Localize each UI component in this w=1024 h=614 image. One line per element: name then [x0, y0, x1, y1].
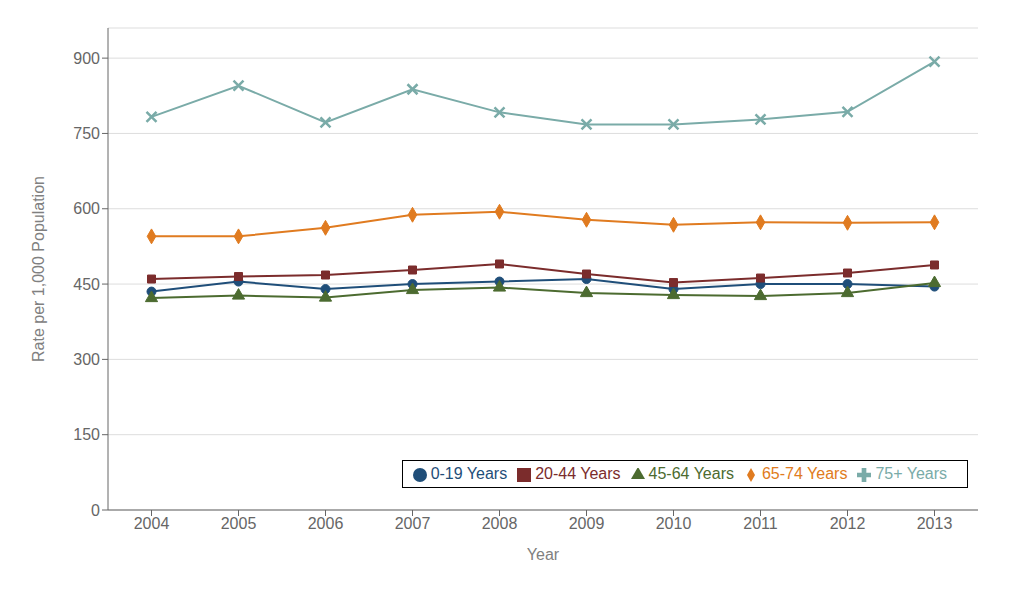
svg-text:2008: 2008: [482, 515, 518, 532]
html-text:0-19 Years: 0-19 Years: [430, 465, 508, 482]
svg-text:2012: 2012: [830, 515, 866, 532]
svg-text:Year: Year: [527, 546, 560, 563]
svg-text:2011: 2011: [743, 515, 778, 532]
html-text:45-64 Years: 45-64 Years: [648, 465, 734, 482]
svg-text:750: 750: [73, 125, 100, 142]
svg-text:2009: 2009: [569, 515, 605, 532]
svg-text:2006: 2006: [308, 515, 344, 532]
html-text:65-74 Years: 65-74 Years: [762, 465, 848, 482]
svg-text:0: 0: [91, 502, 100, 519]
svg-text:Rate per 1,000 Population: Rate per 1,000 Population: [30, 176, 47, 362]
svg-text:2005: 2005: [221, 515, 257, 532]
svg-text:2007: 2007: [395, 515, 431, 532]
html-text:20-44 Years: 20-44 Years: [535, 465, 621, 482]
svg-text:150: 150: [73, 426, 100, 443]
html-text:75+ Years: 75+ Years: [875, 465, 947, 482]
svg-text:450: 450: [73, 276, 100, 293]
svg-text:600: 600: [73, 200, 100, 217]
svg-text:2010: 2010: [656, 515, 692, 532]
svg-text:2013: 2013: [917, 515, 953, 532]
svg-text:300: 300: [73, 351, 100, 368]
svg-text:900: 900: [73, 50, 100, 67]
svg-text:2004: 2004: [134, 515, 170, 532]
